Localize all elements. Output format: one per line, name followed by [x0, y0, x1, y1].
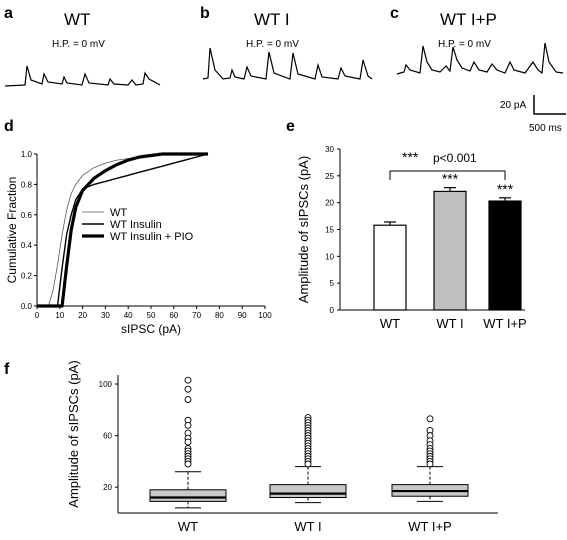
bracket-stars: *** — [402, 149, 419, 165]
x-tick-label: 10 — [55, 311, 64, 320]
bar-2 — [488, 200, 522, 311]
y-tick-label: 0.6 — [21, 211, 33, 220]
y-tick-label: 0 — [330, 306, 335, 315]
y-tick-label: 0.4 — [21, 241, 33, 250]
panel-letter-b: b — [200, 5, 210, 22]
scale-bar-time: 500 ms — [529, 123, 562, 134]
panel-letter-a: a — [4, 5, 13, 22]
legend-label-0: WT — [110, 207, 127, 219]
hp-label-b: H.P. = 0 mV — [246, 39, 299, 50]
legend-label-1: WT Insulin — [110, 219, 162, 231]
outlier-point — [184, 438, 192, 446]
outlier-point — [184, 421, 192, 429]
cumulative-plot: 0 10 20 30 40 50 60 70 80 90 100 0.0 0.2 0.4 0.6 0.8 1.0… — [5, 150, 272, 336]
y-tick-label: 1.0 — [21, 150, 33, 159]
panel-letter-e: e — [286, 118, 295, 135]
y-tick-label: 20 — [325, 199, 334, 208]
outlier-point — [184, 376, 192, 384]
significance-bracket — [389, 170, 506, 180]
legend-label-2: WT Insulin + PIO — [110, 231, 194, 243]
bar-0 — [373, 224, 407, 311]
y-axis-label: Amplitude of sIPSCs (pA) — [296, 156, 311, 303]
trace-wt-i — [202, 47, 373, 80]
x-tick-label: 80 — [215, 311, 224, 320]
y-tick-label: 60 — [103, 432, 112, 441]
x-tick-label: 60 — [169, 311, 178, 320]
panel-letter-c: c — [390, 5, 399, 22]
bracket-pvalue: p<0.001 — [433, 151, 477, 165]
outlier-point — [426, 415, 434, 423]
panel-letter-f: f — [4, 361, 10, 378]
x-axis-label: sIPSC (pA) — [121, 322, 181, 336]
y-tick-label: 0.2 — [21, 272, 33, 281]
x-tick-label: 50 — [147, 311, 156, 320]
trace-wt — [4, 65, 161, 87]
y-tick-label: 15 — [325, 226, 334, 235]
scale-bar — [533, 95, 566, 115]
amplitude-bar-chart: 0 5 10 15 20 25 30 Amplitude of sIPSCs (pA) WT WT… — [296, 145, 527, 331]
y-tick-label: 30 — [325, 145, 334, 154]
bar-1 — [433, 190, 467, 311]
significance-stars: *** — [497, 181, 514, 197]
scale-bar-amplitude: 20 pA — [500, 100, 526, 111]
y-tick-label: 5 — [330, 279, 335, 288]
y-tick-label: 100 — [99, 380, 113, 389]
outlier-point — [184, 396, 192, 403]
y-tick-label: 10 — [325, 252, 334, 261]
x-tick-label: 30 — [101, 311, 110, 320]
y-axis-label: Cumulative Fraction — [5, 177, 19, 284]
amplitude-boxplot: 20 60 100 Amplitude of sIPSCs (pA) WT WT I WT … — [66, 360, 498, 534]
x-tick-label: 40 — [124, 311, 133, 320]
x-tick-label: 70 — [192, 311, 201, 320]
outlier-point — [184, 385, 192, 393]
series-line-1 — [37, 153, 209, 307]
trace-title-wt-ip: WT I+P — [440, 10, 497, 29]
x-tick-label: 0 — [35, 311, 40, 320]
y-tick-label: 0.8 — [21, 180, 33, 189]
x-tick-label: 100 — [258, 311, 272, 320]
significance-stars: *** — [442, 171, 459, 187]
box-1 — [269, 484, 347, 499]
panel-letter-d: d — [4, 118, 14, 135]
series-line-2 — [37, 152, 208, 308]
trace-title-wt: WT — [64, 10, 90, 29]
category-label: WT I — [294, 519, 321, 534]
trace-wt-ip — [396, 42, 564, 75]
category-label: WT I — [436, 316, 463, 331]
category-label: WT — [178, 519, 198, 534]
category-label: WT I+P — [483, 316, 526, 331]
outlier-point — [426, 460, 434, 468]
outlier-point — [304, 460, 312, 468]
category-label: WT — [380, 316, 400, 331]
hp-label-a: H.P. = 0 mV — [52, 39, 105, 50]
y-tick-label: 0.0 — [21, 302, 33, 311]
outlier-point — [184, 460, 192, 468]
y-tick-label: 20 — [103, 483, 112, 492]
hp-label-c: H.P. = 0 mV — [438, 39, 491, 50]
category-label: WT I+P — [408, 519, 451, 534]
y-tick-label: 25 — [325, 172, 334, 181]
x-tick-label: 20 — [78, 311, 87, 320]
trace-title-wt-i: WT I — [254, 10, 290, 29]
y-axis-label: Amplitude of sIPSCs (pA) — [66, 360, 81, 507]
x-tick-label: 90 — [238, 311, 247, 320]
box-0 — [149, 489, 227, 502]
